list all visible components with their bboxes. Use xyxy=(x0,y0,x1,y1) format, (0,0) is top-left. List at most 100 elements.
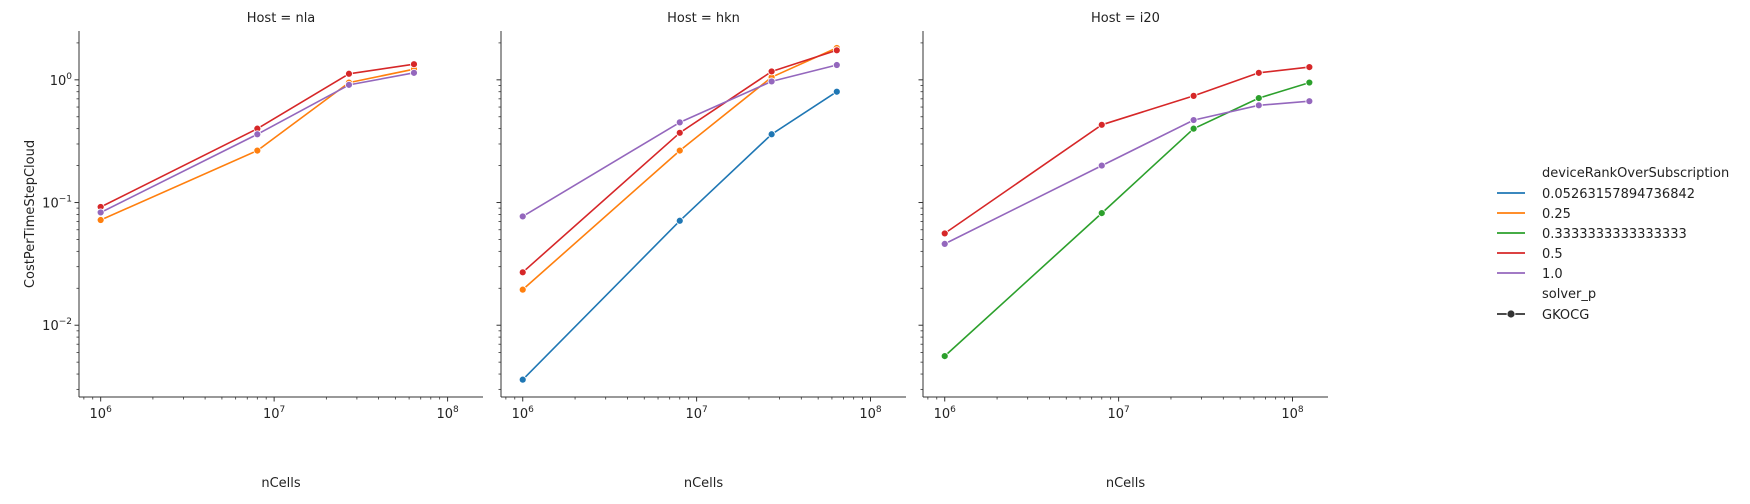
x-tick-label: 106 xyxy=(934,405,957,422)
series-1.0 xyxy=(940,97,1314,248)
y-tick-label: 10−2 xyxy=(42,317,72,334)
data-point xyxy=(1097,209,1106,217)
data-point xyxy=(410,68,418,77)
series-line xyxy=(522,47,838,291)
x-tick-label-base: 10 xyxy=(512,407,529,422)
series-line xyxy=(522,91,838,381)
series-0.05263157894736842 xyxy=(518,87,841,384)
legend-marker xyxy=(1506,309,1516,319)
data-point xyxy=(767,67,776,76)
x-tick-label: 106 xyxy=(90,405,113,422)
data-point xyxy=(1189,116,1198,124)
data-point xyxy=(675,128,684,137)
x-tick-label-base: 10 xyxy=(263,407,280,422)
data-point xyxy=(253,146,262,155)
x-tick-label-base: 10 xyxy=(934,407,951,422)
series-0.25 xyxy=(96,65,418,224)
y-tick-label-base: 10 xyxy=(42,197,59,212)
data-point xyxy=(832,61,841,69)
x-tick-label-base: 10 xyxy=(90,407,107,422)
data-point xyxy=(253,130,262,139)
data-point xyxy=(518,212,527,221)
x-axis-label: nCells xyxy=(261,476,301,491)
data-point xyxy=(518,285,527,294)
legend-entry-label: 0.05263157894736842 xyxy=(1542,187,1695,202)
x-tick-label-exponent: 8 xyxy=(876,405,882,415)
series-line xyxy=(522,64,837,218)
data-point xyxy=(410,60,418,69)
x-tick-label-exponent: 6 xyxy=(528,405,534,415)
data-point xyxy=(1305,78,1314,87)
series-0.5 xyxy=(96,60,418,211)
panel-title: Host = hkn xyxy=(667,11,740,26)
legend-entry-label: 0.3333333333333333 xyxy=(1542,227,1687,242)
legend-title-style: solver_p xyxy=(1542,287,1596,302)
data-point xyxy=(767,77,776,86)
x-tick-label: 108 xyxy=(436,405,459,422)
data-point xyxy=(1254,101,1263,110)
data-point xyxy=(96,208,105,217)
data-point xyxy=(767,130,776,139)
series-line xyxy=(944,81,1310,357)
data-point xyxy=(940,352,949,361)
data-point xyxy=(1189,124,1198,133)
series-0.25 xyxy=(518,44,841,294)
series-line xyxy=(100,72,415,214)
legend-entry-label: GKOCG xyxy=(1542,308,1589,323)
series-0.5 xyxy=(940,63,1314,238)
series-line xyxy=(944,66,1310,235)
panel-title: Host = i20 xyxy=(1091,11,1160,26)
data-point xyxy=(675,216,684,225)
y-axis-label: CostPerTimeStepCloud xyxy=(23,140,38,288)
series-1.0 xyxy=(518,61,841,221)
x-tick-label-exponent: 8 xyxy=(453,405,459,415)
x-tick-label-base: 10 xyxy=(685,407,702,422)
series-line xyxy=(100,68,415,221)
panel-title: Host = nla xyxy=(247,11,316,26)
x-tick-label-base: 10 xyxy=(1107,407,1124,422)
x-tick-label-exponent: 7 xyxy=(1124,405,1130,415)
legend-entry-label: 1.0 xyxy=(1542,267,1563,282)
y-tick-label-exponent: 0 xyxy=(66,72,72,82)
x-tick-label: 108 xyxy=(1281,405,1304,422)
data-point xyxy=(1305,97,1314,106)
data-point xyxy=(832,46,841,55)
data-point xyxy=(675,146,684,155)
series-0.3333333333333333 xyxy=(940,78,1314,361)
x-tick-label-exponent: 8 xyxy=(1298,405,1304,415)
y-tick-label-base: 10 xyxy=(50,74,67,89)
data-point xyxy=(1305,63,1314,71)
x-tick-label-base: 10 xyxy=(859,407,876,422)
y-tick-label: 10−1 xyxy=(42,195,72,212)
data-point xyxy=(1254,68,1263,77)
data-point xyxy=(518,268,527,277)
legend-entry-label: 0.25 xyxy=(1542,207,1571,222)
x-tick-label-exponent: 7 xyxy=(702,405,708,415)
x-axis-label: nCells xyxy=(684,476,724,491)
data-point xyxy=(1254,94,1263,102)
data-point xyxy=(1189,91,1198,100)
y-tick-label: 100 xyxy=(50,72,73,89)
x-tick-label: 107 xyxy=(1107,405,1129,422)
x-tick-label-exponent: 6 xyxy=(106,405,112,415)
data-point xyxy=(518,375,527,384)
y-tick-label-exponent: −1 xyxy=(59,195,72,205)
x-tick-label: 107 xyxy=(685,405,707,422)
series-line xyxy=(944,100,1310,245)
data-point xyxy=(345,80,353,89)
legend-title-hue: deviceRankOverSubscription xyxy=(1542,166,1729,181)
x-tick-label: 108 xyxy=(859,405,882,422)
x-tick-label: 107 xyxy=(263,405,285,422)
x-tick-label-exponent: 6 xyxy=(950,405,956,415)
y-tick-label-exponent: −2 xyxy=(59,317,72,327)
data-point xyxy=(1097,161,1106,170)
y-tick-label-base: 10 xyxy=(42,319,59,334)
x-tick-label-exponent: 7 xyxy=(280,405,286,415)
data-point xyxy=(940,229,949,238)
x-tick-label: 106 xyxy=(512,405,535,422)
legend: deviceRankOverSubscription 0.052631578947… xyxy=(1497,166,1729,323)
